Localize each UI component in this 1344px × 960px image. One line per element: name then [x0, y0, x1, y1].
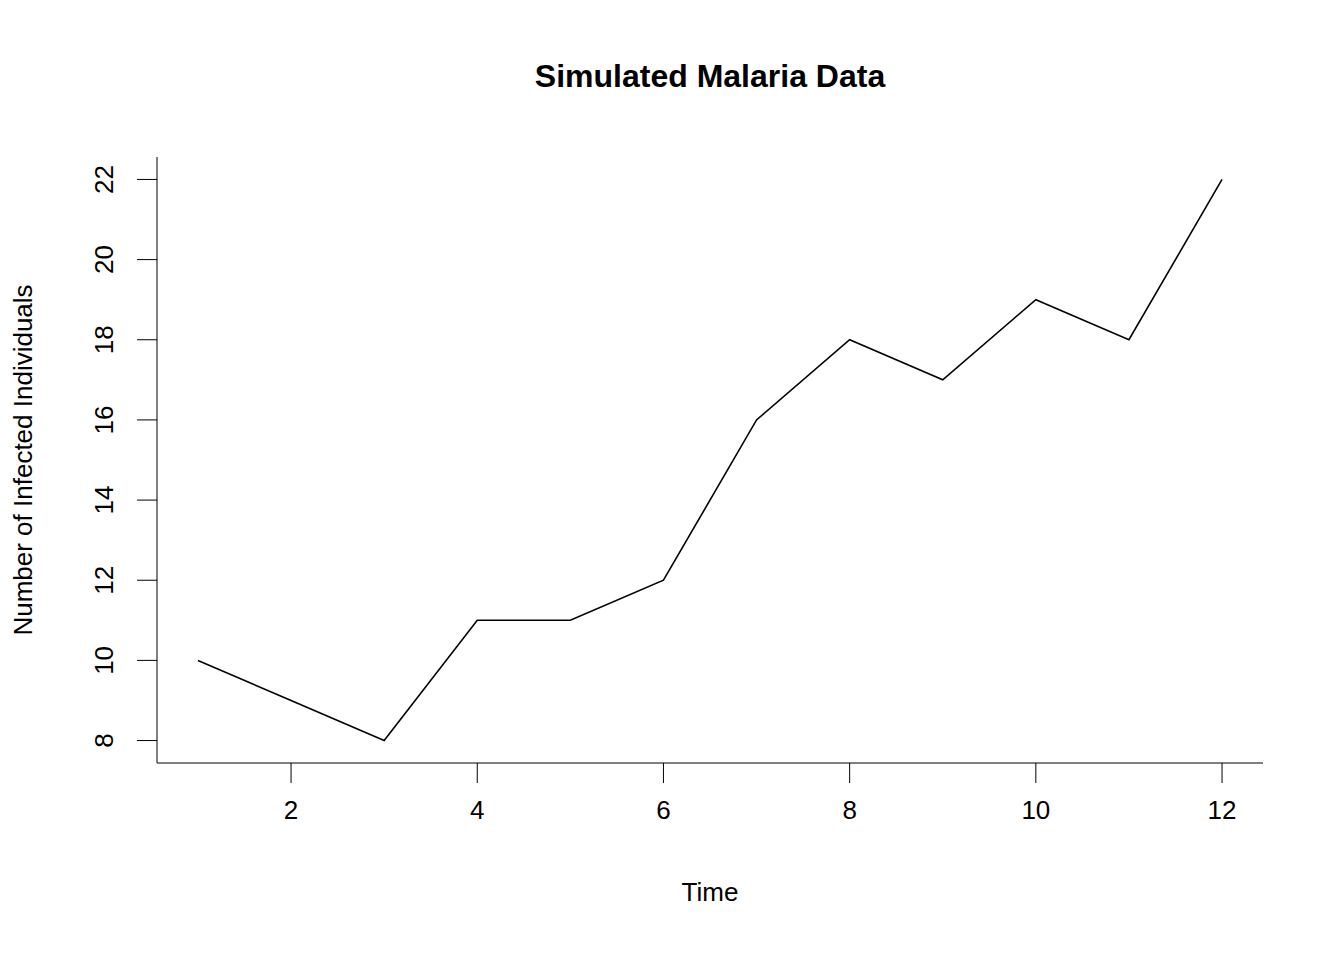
svg-text:10: 10: [1021, 795, 1050, 825]
html-text:Simulated Malaria Data: Simulated Malaria Data: [534, 58, 886, 94]
svg-text:6: 6: [656, 795, 670, 825]
svg-text:18: 18: [89, 325, 119, 354]
svg-text:12: 12: [89, 566, 119, 595]
svg-text:22: 22: [89, 165, 119, 194]
svg-text:16: 16: [89, 405, 119, 434]
svg-text:Number of Infected Individuals: Number of Infected Individuals: [8, 284, 38, 635]
svg-text:8: 8: [842, 795, 856, 825]
svg-text:Time: Time: [682, 877, 739, 907]
svg-text:2: 2: [284, 795, 298, 825]
svg-text:8: 8: [89, 733, 119, 747]
svg-text:14: 14: [89, 486, 119, 515]
svg-text:20: 20: [89, 245, 119, 274]
svg-text:4: 4: [470, 795, 484, 825]
svg-text:10: 10: [89, 646, 119, 675]
svg-text:12: 12: [1208, 795, 1237, 825]
